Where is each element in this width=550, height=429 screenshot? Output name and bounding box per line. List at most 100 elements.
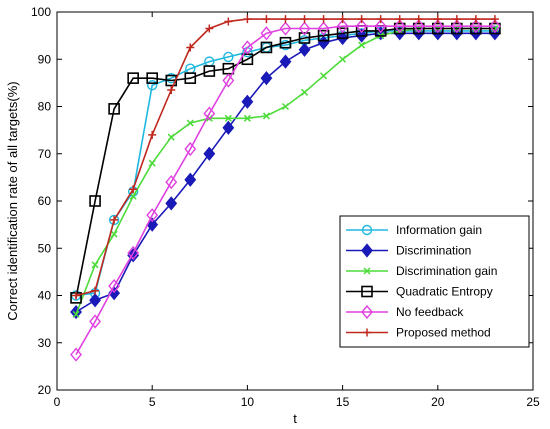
series-4 [70,19,501,362]
x-tick-label: 25 [526,395,540,409]
data-point [374,19,387,34]
data-point [376,15,385,24]
legend-item: Proposed method [346,326,491,340]
legend-marker [361,304,373,320]
data-point [412,19,425,34]
series-layer [70,15,501,362]
data-point [203,65,216,77]
data-point [243,15,252,24]
legend-marker [361,285,373,298]
legend-marker [361,243,373,258]
legend-label: Quadratic Entropy [396,285,493,299]
x-tick-label: 0 [54,395,61,409]
legend-item: Quadratic Entropy [346,285,493,299]
x-tick-label: 20 [431,395,445,409]
data-point [433,15,442,24]
data-point [129,185,138,194]
legend-label: Discrimination gain [396,264,497,278]
data-point [146,72,158,84]
data-point [224,17,233,26]
data-point [451,22,463,35]
x-tick-label: 10 [241,395,255,409]
data-point [127,245,140,261]
data-point [186,119,194,127]
legend-label: No feedback [396,305,464,319]
data-point [300,15,309,24]
data-point [412,22,425,35]
data-point [336,27,349,40]
data-point [469,19,482,34]
legend-item: Information gain [346,223,482,237]
data-point [222,73,235,88]
data-point [279,36,292,49]
legend-item: Discrimination gain [346,264,497,278]
data-point [146,208,159,223]
y-tick-label: 50 [38,241,52,255]
data-point [241,94,254,109]
data-point [358,41,366,49]
y-tick-labels: 20 30 40 50 60 70 80 90 100 [31,5,51,397]
data-point [262,112,270,120]
legend-marker [361,224,373,236]
axis-ticks [56,11,534,391]
data-point [241,40,254,55]
data-point [127,72,139,84]
series-line [75,25,495,355]
data-point [148,159,156,167]
data-point [110,215,119,224]
data-point [89,293,101,308]
data-point [89,314,101,329]
data-point [203,106,216,121]
data-point [72,310,80,318]
data-point [279,54,292,69]
data-point [91,261,99,269]
data-point [91,286,100,295]
y-axis-title: Correct identification rate of all targe… [5,81,20,320]
data-point [393,22,406,35]
data-point [320,72,328,80]
data-point [395,15,404,24]
data-point [165,196,178,211]
data-point [471,15,480,24]
data-point [298,21,311,36]
data-point [393,19,406,34]
data-point [165,175,178,190]
data-point [184,172,197,187]
data-point [319,15,328,24]
legend: Information gain Discrimination Discrimina… [339,215,530,348]
data-point [222,120,235,135]
x-tick-label: 5 [149,395,156,409]
legend-marker [363,267,371,275]
data-point [279,21,292,36]
data-point [450,19,463,34]
legend-marker [363,328,371,337]
legend-label: Proposed method [396,326,491,340]
data-point [339,55,347,63]
data-point [70,347,82,362]
data-point [223,51,234,63]
data-point [431,19,444,34]
data-point [167,85,176,94]
data-point [317,21,330,36]
legend-label: Information gain [396,223,482,237]
data-point [298,32,311,44]
data-point [89,195,101,207]
data-point [260,26,273,41]
x-tick-labels: 0 5 10 15 20 25 [54,395,540,409]
data-point [167,133,175,141]
data-point [224,114,232,122]
data-point [298,42,311,57]
series-line [75,27,495,299]
data-point [452,15,461,24]
x-axis-title: t [293,411,297,426]
series-5 [72,15,499,300]
legend-box [339,215,530,348]
data-point [355,19,368,34]
data-point [300,88,309,96]
data-point [146,80,158,91]
data-point [489,19,501,34]
series-line [75,30,495,297]
data-point [260,71,273,86]
data-point [129,192,137,200]
